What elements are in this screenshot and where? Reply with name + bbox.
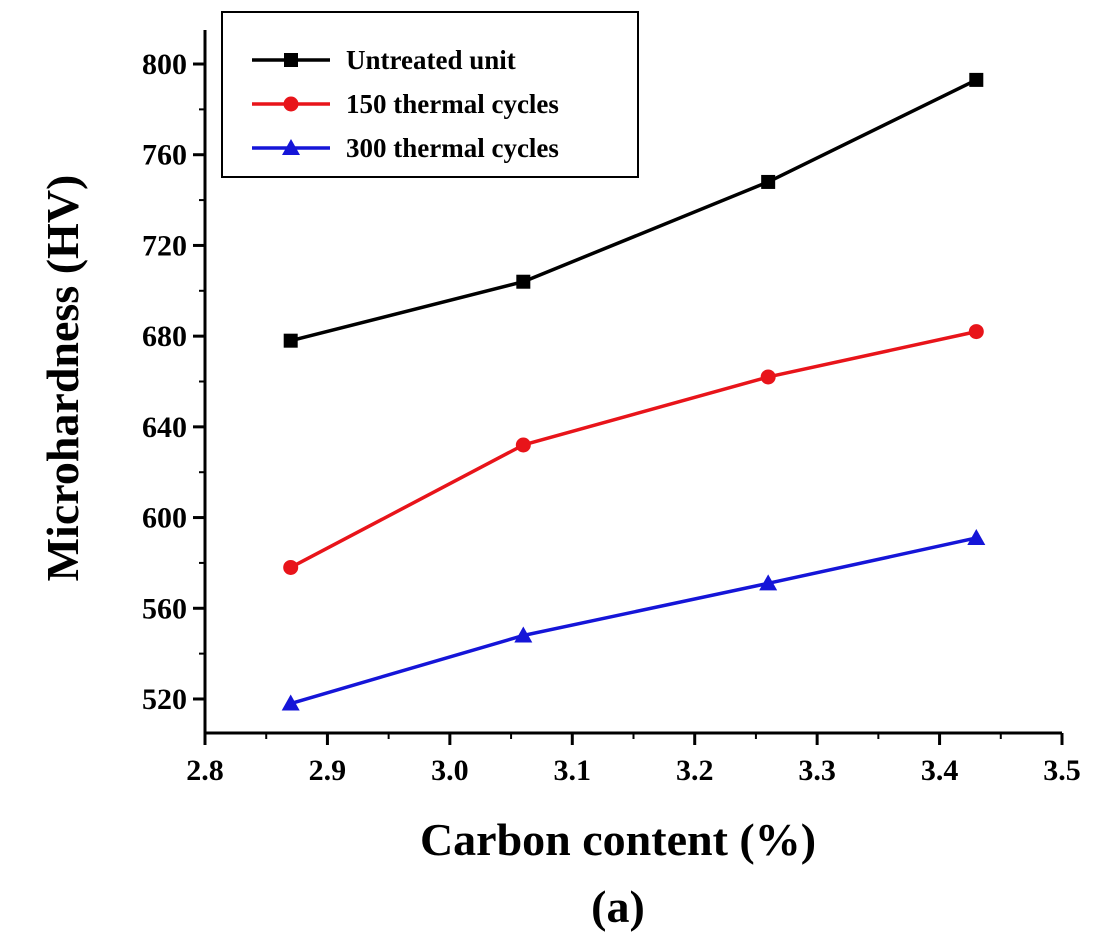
legend-label: Untreated unit — [346, 45, 516, 75]
data-point — [968, 324, 984, 340]
legend-label: 300 thermal cycles — [346, 133, 559, 163]
x-tick-label: 2.9 — [309, 754, 347, 787]
y-tick-label: 560 — [142, 592, 187, 625]
legend-marker — [282, 139, 300, 155]
y-tick-label: 800 — [142, 48, 187, 81]
data-point — [760, 369, 776, 385]
x-tick-label: 2.8 — [186, 754, 224, 787]
y-tick-label: 720 — [142, 229, 187, 262]
series-3 — [281, 528, 986, 711]
legend-marker — [284, 53, 298, 67]
legend-label: 150 thermal cycles — [346, 89, 559, 119]
series-layer — [281, 72, 986, 711]
series-2 — [283, 324, 984, 575]
series-line — [289, 329, 977, 570]
y-tick-label: 520 — [142, 683, 187, 716]
data-point — [283, 559, 299, 575]
legend-marker — [283, 96, 299, 112]
series-line — [290, 78, 978, 343]
figure-caption: (a) — [591, 881, 645, 932]
legend-item: 300 thermal cycles — [252, 133, 559, 163]
x-tick-label: 3.4 — [921, 754, 959, 787]
data-point — [759, 574, 778, 591]
data-point — [516, 274, 531, 289]
data-point — [515, 437, 531, 453]
axes: 520 560 600 640 680 720 760 800 2.8 2.9 3.0 3.1 3.2 3… — [142, 30, 1081, 787]
data-point — [283, 333, 298, 348]
y-tick-label: 600 — [142, 502, 187, 535]
data-point — [281, 694, 300, 711]
y-tick-label: 680 — [142, 320, 187, 353]
data-point — [761, 174, 776, 189]
y-axis-title: Microhardness (HV) — [37, 175, 88, 582]
x-tick-label: 3.2 — [676, 754, 714, 787]
y-tick-label: 760 — [142, 139, 187, 172]
series-line — [290, 536, 977, 706]
x-tick-label: 3.3 — [798, 754, 836, 787]
x-tick-label: 3.5 — [1043, 754, 1081, 787]
data-point — [514, 626, 533, 643]
data-point — [969, 72, 984, 87]
legend: Untreated unit 150 thermal cycles 300 ther… — [221, 11, 639, 178]
series-1 — [283, 72, 984, 348]
x-axis-title: Carbon content (%) — [420, 814, 816, 865]
y-tick-label: 640 — [142, 411, 187, 444]
x-tick-label: 3.0 — [431, 754, 469, 787]
legend-item: Untreated unit — [252, 45, 516, 75]
data-point — [967, 528, 986, 545]
legend-item: 150 thermal cycles — [252, 89, 559, 119]
x-tick-label: 3.1 — [554, 754, 592, 787]
